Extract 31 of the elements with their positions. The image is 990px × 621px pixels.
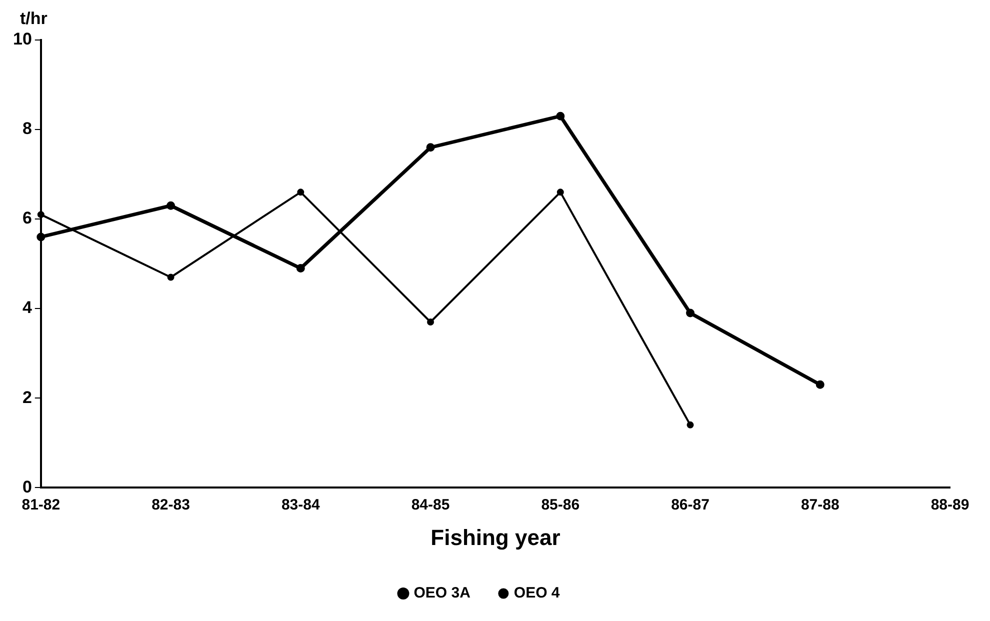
y-tick-label: 2 (22, 388, 32, 407)
point (296, 264, 305, 273)
x-tick-label: 84-85 (411, 496, 450, 514)
y-tick-label: 4 (22, 298, 32, 318)
point (36, 232, 46, 242)
point (556, 188, 564, 196)
point (426, 143, 435, 152)
x-tick-label: 81-82 (22, 496, 60, 514)
point (297, 188, 304, 196)
y-tick-label: 8 (22, 119, 32, 138)
x-tick-label: 86-87 (671, 496, 710, 514)
point (37, 211, 44, 218)
point (686, 421, 694, 428)
x-tick-label: 85-86 (541, 496, 580, 514)
x-tick-label: 82-83 (152, 496, 190, 514)
point (427, 318, 434, 326)
x-tick-label: 87-88 (800, 496, 840, 514)
point (686, 308, 695, 318)
y-tick-label: 6 (22, 208, 32, 228)
y-axis-title: t/hr (20, 9, 48, 28)
y-tick-label: 10 (12, 30, 32, 49)
x-tick-label: 88-89 (930, 496, 970, 514)
point (166, 201, 176, 210)
point (556, 112, 565, 120)
point (167, 274, 174, 281)
legend-label: OEO 3A (414, 584, 471, 602)
x-tick-label: 83-84 (281, 496, 320, 514)
x-axis-title: Fishing year (430, 524, 561, 550)
legend-label: OEO 4 (514, 584, 560, 602)
point (816, 380, 824, 389)
y-tick-label: 0 (22, 477, 32, 496)
